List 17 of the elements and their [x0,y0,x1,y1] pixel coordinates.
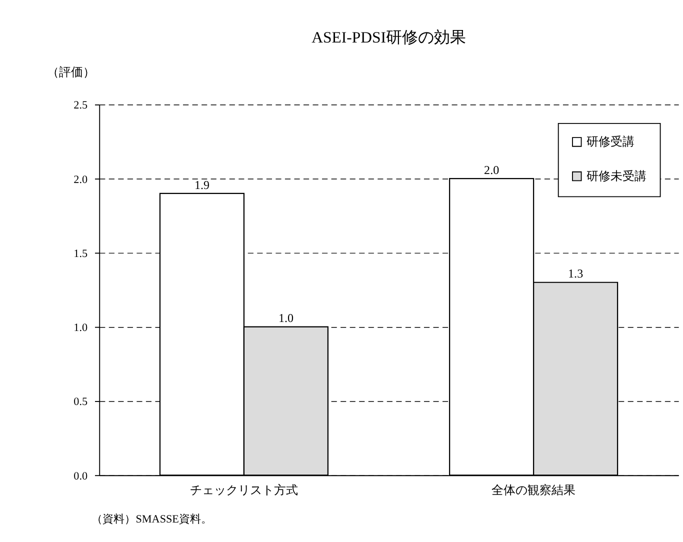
y-tick-label: 0.0 [74,470,88,482]
y-tick-label: 2.5 [74,100,88,112]
y-tick-label: 1.0 [74,322,88,334]
text: （資料）SMASSE資料。 [92,512,212,526]
data-label: 1.3 [568,266,584,281]
legend-label: 研修未受講 [586,168,647,183]
data-label: 2.0 [484,162,500,177]
y-tick-label: 0.5 [74,396,88,408]
data-label: 1.0 [278,311,294,326]
x-tick-label: チェックリスト方式 [190,483,298,498]
legend-label: 研修受講 [586,134,635,149]
x-tick-label: 全体の観察結果 [492,483,576,498]
y-tick-label: 1.5 [74,248,88,260]
y-tick-label: 2.0 [74,174,88,186]
chart-title: ASEI-PDSI研修の効果 [312,28,466,46]
data-label: 1.9 [194,178,210,192]
y-axis-title: （評価） [46,65,95,80]
